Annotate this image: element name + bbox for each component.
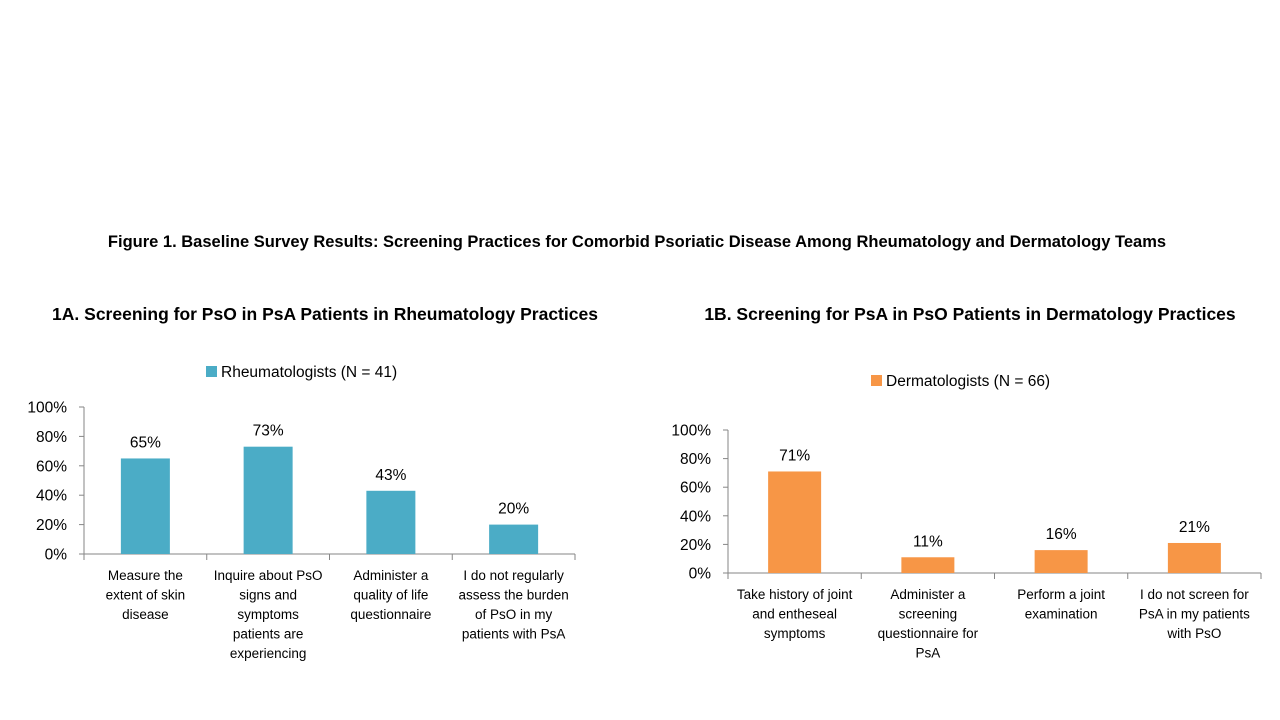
bar [243, 446, 293, 554]
category-label: Administer a quality of life questionnaire [350, 568, 431, 622]
category-label-line: questionnaire for [878, 626, 979, 641]
y-tick-label: 80% [36, 429, 67, 446]
category-label: I do not screen for PsA in my patients wit… [1139, 587, 1250, 641]
category-label-line: patients are [233, 627, 304, 642]
category-label: Administer a screening questionnaire for Ps… [878, 587, 979, 661]
category-label-line: quality of life [353, 588, 428, 603]
bar [1034, 550, 1088, 573]
category-label-line: Administer a [353, 568, 429, 583]
category-label-line: Administer a [890, 587, 966, 602]
legend-swatch [206, 366, 217, 377]
data-label: 11% [913, 533, 943, 550]
category-label-line: I do not screen for [1140, 587, 1249, 602]
chart-1b: 1B. Screening for PsA in PsO Patients in… [671, 304, 1262, 661]
y-tick-label: 40% [36, 488, 67, 505]
legend-label: Rheumatologists (N = 41) [221, 364, 397, 381]
category-label-line: with PsO [1166, 626, 1221, 641]
data-label: 20% [498, 501, 529, 518]
y-tick-label: 80% [680, 451, 711, 468]
category-label-line: PsA [915, 646, 940, 661]
data-label: 21% [1179, 519, 1210, 536]
bar [901, 557, 955, 573]
y-tick-label: 20% [36, 517, 67, 534]
category-label-line: symptoms [764, 626, 826, 641]
y-tick-label: 100% [671, 423, 711, 440]
category-label-line: signs and [239, 588, 297, 603]
data-label: 73% [253, 423, 284, 440]
data-label: 43% [375, 467, 406, 484]
bar [120, 458, 170, 554]
category-label-line: of PsO in my [475, 607, 553, 622]
y-tick-label: 100% [27, 400, 67, 417]
category-label-line: Inquire about PsO [214, 568, 323, 583]
bar [1167, 542, 1221, 573]
category-label-line: examination [1025, 607, 1098, 622]
y-tick-label: 0% [689, 566, 712, 583]
category-label: Take history of joint and entheseal sympto… [737, 587, 853, 641]
category-label-line: Perform a joint [1017, 587, 1105, 602]
legend-swatch [871, 375, 882, 386]
category-label-line: Measure the [108, 568, 183, 583]
chart-1a: 1A. Screening for PsO in PsA Patients in… [27, 304, 598, 661]
data-label: 65% [130, 434, 161, 451]
category-label: Perform a joint examination [1017, 587, 1105, 622]
category-label-line: extent of skin [106, 588, 186, 603]
category-label-line: symptoms [237, 607, 299, 622]
category-label: Inquire about PsO signs and symptoms patien… [214, 568, 323, 661]
chart-title: 1A. Screening for PsO in PsA Patients in… [52, 304, 598, 324]
category-label-line: PsA in my patients [1139, 607, 1250, 622]
data-label: 71% [779, 447, 810, 464]
figure-title: Figure 1. Baseline Survey Results: Scree… [108, 233, 1166, 251]
category-label-line: assess the burden [458, 588, 568, 603]
category-label: Measure the extent of skin disease [106, 568, 186, 622]
legend-label: Dermatologists (N = 66) [886, 373, 1050, 390]
bar [366, 490, 416, 554]
chart-title: 1B. Screening for PsA in PsO Patients in… [704, 304, 1236, 324]
data-label: 16% [1046, 526, 1077, 543]
category-label-line: Take history of joint [737, 587, 853, 602]
bar [489, 524, 539, 554]
y-tick-label: 60% [36, 458, 67, 475]
category-label-line: patients with PsA [462, 627, 566, 642]
category-label-line: disease [122, 607, 169, 622]
y-tick-label: 40% [680, 508, 711, 525]
category-label-line: questionnaire [350, 607, 431, 622]
category-label-line: screening [899, 607, 958, 622]
category-label-line: and entheseal [752, 607, 837, 622]
bar [768, 471, 822, 573]
y-tick-label: 20% [680, 537, 711, 554]
y-tick-label: 60% [680, 480, 711, 497]
category-label-line: I do not regularly [463, 568, 564, 583]
y-tick-label: 0% [45, 547, 68, 564]
category-label: I do not regularly assess the burden of Ps… [458, 568, 568, 642]
category-label-line: experiencing [230, 646, 307, 661]
